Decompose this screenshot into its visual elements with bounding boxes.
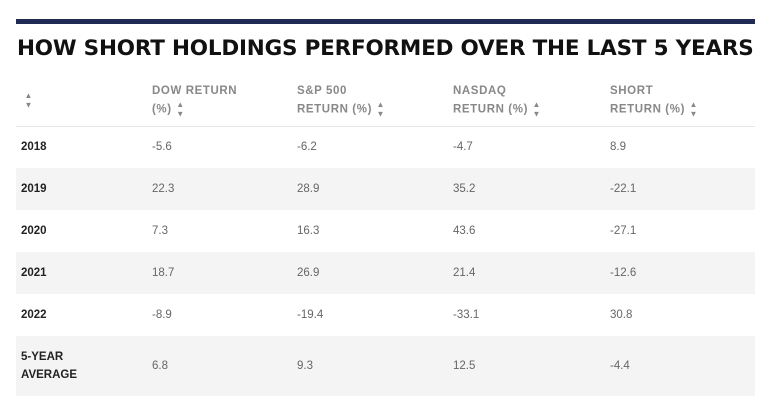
sort-arrows-icon[interactable]: ▲▼	[689, 100, 698, 120]
short-cell: 8.9	[610, 141, 626, 154]
short-cell: -22.1	[610, 168, 755, 210]
sp500-cell: 9.3	[297, 336, 453, 396]
average-label-line: AVERAGE	[21, 369, 78, 381]
sort-arrows-icon[interactable]: ▲▼	[532, 100, 541, 120]
top-rule	[16, 19, 755, 24]
row-label: 2021	[16, 252, 152, 294]
sp500-cell: 26.9	[297, 252, 453, 294]
sp500-cell: -19.4	[297, 309, 324, 321]
column-header-label: NASDAQ	[453, 85, 507, 98]
column-header-label: SHORT	[610, 85, 654, 98]
average-row: 5-YEAR AVERAGE 6.8 9.3 12.5 -4.4	[16, 336, 755, 396]
row-label: 2022	[21, 309, 47, 321]
table-row: 2022 -8.9 -19.4 -33.1 30.8	[16, 294, 755, 336]
column-header-label: DOW RETURN	[152, 85, 238, 98]
row-label: 2018	[21, 141, 47, 154]
sp500-cell: 28.9	[297, 168, 453, 210]
column-header-dow[interactable]: DOW RETURN (%) ▲▼	[152, 76, 297, 127]
table-row: 2021 18.7 26.9 21.4 -12.6	[16, 252, 755, 294]
row-label: 5-YEAR AVERAGE	[16, 336, 152, 396]
column-header-short[interactable]: SHORT RETURN (%) ▲▼	[610, 76, 755, 127]
nasdaq-cell: 35.2	[453, 168, 610, 210]
dow-cell: -8.9	[152, 309, 172, 321]
column-header-year[interactable]: ▲▼	[16, 76, 152, 127]
returns-table: ▲▼ DOW RETURN (%) ▲▼ S&P 500 RETURN (%) ▲▼…	[16, 76, 755, 396]
short-cell: -4.4	[610, 336, 755, 396]
sort-arrows-icon[interactable]: ▲▼	[376, 100, 385, 120]
sp500-cell: 16.3	[297, 225, 320, 237]
column-header-label: RETURN (%)	[297, 103, 372, 116]
row-label: 2020	[21, 225, 47, 237]
dow-cell: 18.7	[152, 252, 297, 294]
column-header-label: S&P 500	[297, 85, 348, 98]
dow-cell: 7.3	[152, 225, 168, 237]
sort-arrows-icon[interactable]: ▲▼	[175, 100, 185, 120]
table-title: HOW SHORT HOLDINGS PERFORMED OVER THE LA…	[17, 36, 754, 61]
short-cell: -12.6	[610, 252, 755, 294]
column-header-sp500[interactable]: S&P 500 RETURN (%) ▲▼	[297, 76, 453, 127]
column-header-label: (%)	[152, 103, 172, 116]
sort-arrows-icon[interactable]: ▲▼	[24, 91, 33, 111]
nasdaq-cell: 43.6	[453, 225, 476, 237]
dow-cell: 6.8	[152, 336, 297, 396]
table-row: 2019 22.3 28.9 35.2 -22.1	[16, 168, 755, 210]
nasdaq-cell: -4.7	[453, 141, 473, 154]
dow-cell: -5.6	[152, 141, 172, 154]
nasdaq-cell: 12.5	[453, 336, 610, 396]
header-row: ▲▼ DOW RETURN (%) ▲▼ S&P 500 RETURN (%) ▲▼…	[16, 76, 755, 127]
nasdaq-cell: -33.1	[453, 309, 480, 321]
nasdaq-cell: 21.4	[453, 252, 610, 294]
short-cell: -27.1	[610, 225, 637, 237]
sp500-cell: -6.2	[297, 141, 317, 154]
table-row: 2020 7.3 16.3 43.6 -27.1	[16, 210, 755, 252]
row-label: 2019	[16, 168, 152, 210]
table-row: 2018 -5.6 -6.2 -4.7 8.9	[16, 126, 755, 168]
column-header-label: RETURN (%)	[610, 103, 685, 116]
short-cell: 30.8	[610, 309, 633, 321]
dow-cell: 22.3	[152, 168, 297, 210]
column-header-nasdaq[interactable]: NASDAQ RETURN (%) ▲▼	[453, 76, 610, 127]
average-label-line: 5-YEAR	[21, 351, 64, 363]
column-header-label: RETURN (%)	[453, 103, 528, 116]
